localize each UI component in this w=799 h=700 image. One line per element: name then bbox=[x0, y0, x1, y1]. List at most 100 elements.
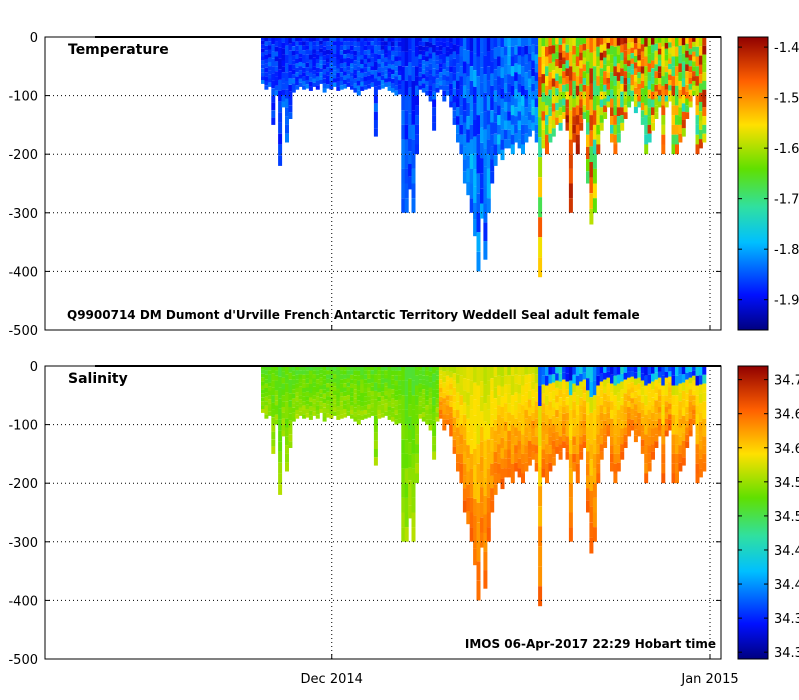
temperature-cell bbox=[657, 37, 662, 43]
temperature-cell bbox=[356, 46, 361, 52]
salinity-cell bbox=[264, 405, 269, 410]
temperature-cell bbox=[493, 90, 498, 102]
temperature-cell bbox=[360, 77, 365, 82]
salinity-cell bbox=[480, 366, 484, 382]
temperature-cell bbox=[668, 85, 673, 91]
temperature-cell bbox=[415, 56, 419, 67]
salinity-cell bbox=[435, 366, 440, 371]
salinity-cell bbox=[415, 375, 419, 386]
salinity-cell bbox=[633, 410, 638, 417]
temperature-cell bbox=[356, 66, 361, 72]
salinity-cell bbox=[261, 377, 265, 382]
temperature-cell bbox=[610, 124, 614, 134]
temperature-cell bbox=[261, 52, 265, 57]
salinity-cell bbox=[541, 430, 546, 441]
temperature-cell bbox=[620, 91, 625, 100]
temperature-cell bbox=[350, 80, 354, 86]
salinity-cell bbox=[589, 491, 594, 507]
temperature-cell bbox=[401, 80, 406, 96]
salinity-cell bbox=[261, 409, 265, 413]
salinity-cell bbox=[285, 427, 289, 437]
salinity-cell bbox=[616, 436, 621, 446]
temperature-cell bbox=[538, 77, 543, 97]
temperature-cell bbox=[692, 85, 697, 91]
salinity-cell bbox=[261, 397, 265, 402]
salinity-cell bbox=[657, 401, 662, 408]
temperature-cell bbox=[404, 110, 409, 125]
salinity-cell bbox=[695, 444, 700, 454]
temperature-cell bbox=[586, 134, 590, 147]
temperature-cell bbox=[603, 105, 608, 113]
salinity-cell bbox=[603, 434, 608, 442]
salinity-cell bbox=[685, 366, 690, 373]
temperature-cell bbox=[421, 41, 426, 47]
temperature-cell bbox=[517, 139, 522, 149]
salinity-cell bbox=[404, 468, 409, 484]
temperature-cell bbox=[466, 129, 471, 143]
salinity-cell bbox=[678, 383, 683, 393]
temperature-cell bbox=[664, 54, 669, 61]
temperature-cell bbox=[473, 169, 478, 187]
temperature-cell bbox=[353, 46, 358, 51]
salinity-cell bbox=[534, 392, 539, 402]
temperature-cell bbox=[688, 60, 693, 67]
temperature-cell bbox=[610, 63, 614, 73]
salinity-cell bbox=[517, 384, 522, 394]
temperature-cell bbox=[271, 37, 276, 45]
temperature-cell bbox=[688, 66, 693, 73]
salinity-cell bbox=[630, 366, 635, 372]
temperature-cell bbox=[261, 72, 265, 77]
salinity-cell bbox=[370, 374, 375, 379]
salinity-cell bbox=[616, 401, 621, 410]
temperature-cell bbox=[449, 42, 454, 49]
salinity-cell bbox=[647, 462, 652, 472]
salinity-cell bbox=[360, 401, 365, 407]
temperature-cell bbox=[599, 83, 604, 92]
salinity-cell bbox=[459, 385, 464, 396]
temperature-cell bbox=[565, 107, 570, 116]
salinity-cell bbox=[685, 386, 690, 394]
temperature-cell bbox=[627, 72, 632, 79]
salinity-cell bbox=[678, 366, 683, 375]
temperature-cell bbox=[514, 107, 519, 117]
temperature-cell bbox=[291, 46, 296, 51]
temperature-cell bbox=[627, 54, 632, 61]
temperature-cell bbox=[538, 257, 543, 278]
salinity-cell bbox=[500, 376, 505, 387]
salinity-cell bbox=[500, 427, 505, 438]
temperature-cell bbox=[582, 98, 587, 106]
temperature-cell bbox=[630, 63, 635, 70]
salinity-cell bbox=[661, 463, 666, 474]
temperature-cell bbox=[435, 55, 440, 61]
salinity-cell bbox=[271, 439, 276, 447]
temperature-cell bbox=[332, 74, 337, 79]
temperature-cell bbox=[326, 58, 330, 63]
temperature-cell bbox=[404, 95, 409, 111]
temperature-cell bbox=[586, 61, 590, 74]
temperature-cell bbox=[698, 64, 703, 75]
temperature-cell bbox=[438, 54, 443, 59]
temperature-cell bbox=[589, 83, 594, 100]
temperature-cell bbox=[527, 111, 532, 120]
salinity-cell bbox=[415, 385, 419, 396]
salinity-cell bbox=[421, 412, 426, 417]
temperature-cell bbox=[466, 50, 471, 64]
temperature-cell bbox=[271, 88, 276, 96]
temperature-cell bbox=[507, 120, 512, 130]
salinity-cell bbox=[678, 392, 683, 402]
salinity-cell bbox=[373, 390, 378, 400]
salinity-cell bbox=[346, 403, 351, 408]
salinity-cell bbox=[415, 453, 419, 464]
temperature-cell bbox=[288, 37, 293, 44]
salinity-cell bbox=[661, 405, 666, 415]
salinity-cell bbox=[688, 383, 693, 390]
temperature-cell bbox=[336, 46, 341, 51]
salinity-cell bbox=[514, 366, 519, 375]
temperature-cell bbox=[664, 66, 669, 73]
salinity-cell bbox=[377, 405, 382, 410]
temperature-cell bbox=[651, 115, 655, 123]
temperature-cell bbox=[473, 53, 478, 71]
salinity-cell bbox=[346, 395, 351, 400]
temperature-cell bbox=[315, 37, 320, 42]
temperature-cell bbox=[558, 91, 563, 100]
